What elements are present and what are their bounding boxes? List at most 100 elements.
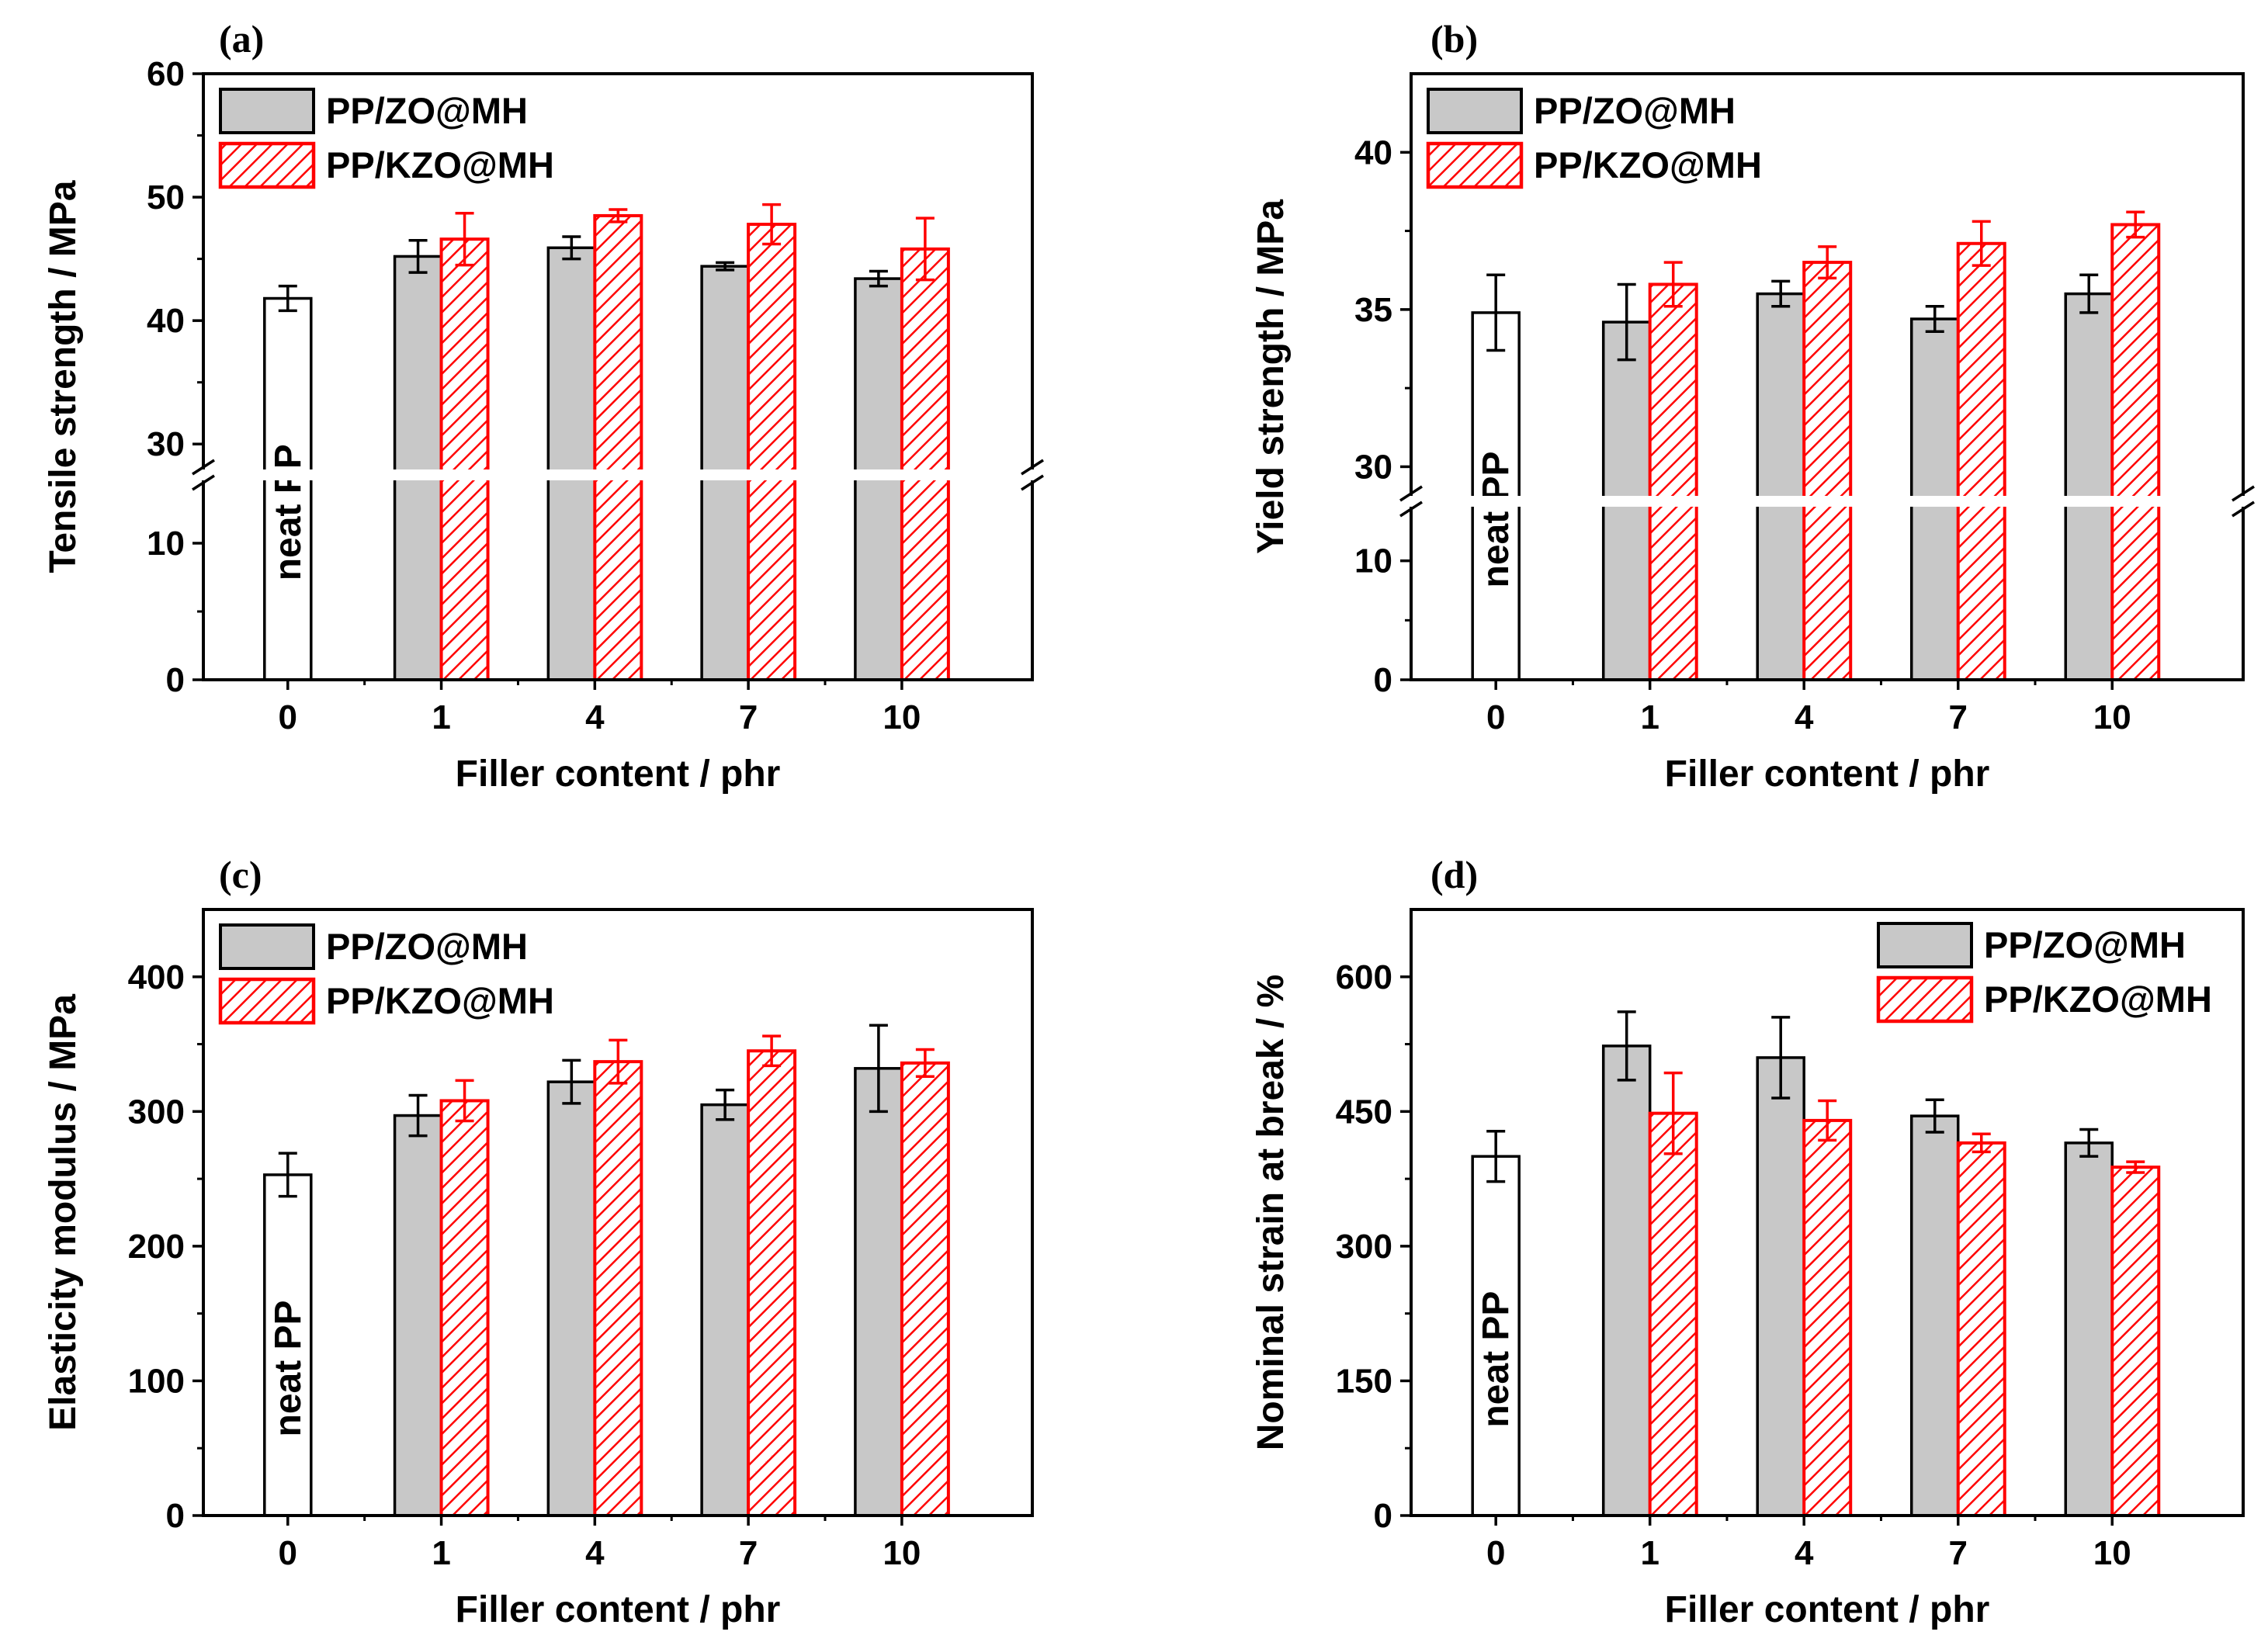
x-axis-title: Filler content / phr	[1665, 753, 1990, 795]
x-tick-label: 7	[739, 698, 758, 736]
x-axis-title: Filler content / phr	[1665, 1589, 1990, 1630]
legend-label-pp-kzo-mh: PP/KZO@MH	[1984, 979, 2212, 1020]
plot-frame	[202, 72, 1034, 681]
bar-neat-pp	[263, 1173, 313, 1517]
legend-swatch-pp-kzo-mh	[218, 141, 316, 189]
panel-label: (c)	[219, 853, 262, 896]
chart-panel-2: neat PP 0 1 4 7 10 0 10 30 35 40 PP/ZO@MH PP/KZO@MH F…	[1250, 17, 2255, 795]
legend-label-pp-kzo-mh: PP/KZO@MH	[1534, 144, 1762, 185]
chart-panel-4: neat PP 0 1 4 7 10 0 150 300 450 600 PP/ZO@MH PP/KZO…	[1250, 853, 2245, 1630]
panel-label: (a)	[219, 17, 264, 61]
legend-swatch-pp-kzo-mh	[218, 977, 316, 1025]
y-tick-label: 300	[1336, 1228, 1392, 1266]
bar-pp-kzo-mh	[439, 1099, 490, 1517]
bar-pp-kzo-mh	[2110, 223, 2161, 681]
y-axis-title: Nominal strain at break / %	[1250, 975, 1292, 1451]
neat-pp-label: neat PP	[268, 1300, 309, 1436]
x-tick-label: 1	[1640, 698, 1659, 736]
neat-pp-label: neat PP	[1476, 451, 1517, 587]
y-tick-label: 10	[1354, 542, 1392, 580]
bar-pp-zo-mh	[393, 255, 443, 681]
legend-label-pp-zo-mh: PP/ZO@MH	[326, 926, 528, 967]
plot-frame	[1410, 908, 2245, 1517]
bar-pp-kzo-mh	[747, 223, 797, 681]
y-tick-label: 300	[128, 1093, 185, 1131]
y-tick-label: 100	[128, 1362, 185, 1400]
y-tick-label: 50	[147, 178, 185, 217]
legend-swatch-pp-zo-mh	[1877, 922, 1973, 968]
y-tick-label: 40	[1354, 133, 1392, 171]
bar-pp-kzo-mh	[900, 247, 950, 681]
x-tick-label: 4	[1795, 698, 1814, 736]
legend-swatch-pp-kzo-mh	[1426, 141, 1524, 189]
chart-panel-3: neat PP0 1 4 7 100100200300400PP/ZO@MHPP/KZO…	[43, 853, 1034, 1630]
x-tick-label: 7	[1948, 1534, 1967, 1572]
legend-label-pp-zo-mh: PP/ZO@MH	[1534, 90, 1736, 131]
y-tick-label: 0	[166, 1497, 185, 1535]
panel-label: (d)	[1431, 853, 1478, 896]
bar-neat-pp	[1471, 1155, 1521, 1517]
bar-pp-kzo-mh	[2110, 1166, 2161, 1517]
y-tick-label: 450	[1336, 1093, 1392, 1131]
y-tick-label: 0	[1374, 661, 1392, 699]
legend-label-pp-kzo-mh: PP/KZO@MH	[326, 980, 554, 1021]
legend-label-pp-kzo-mh: PP/KZO@MH	[326, 144, 554, 185]
legend-swatch-pp-kzo-mh	[1876, 975, 1974, 1024]
bar-pp-zo-mh	[854, 1067, 903, 1517]
x-tick-label: 4	[585, 1534, 605, 1572]
bar-neat-pp	[263, 296, 313, 681]
y-axis-title: Tensile strength / MPa	[43, 180, 84, 573]
legend-label-pp-zo-mh: PP/ZO@MH	[326, 90, 528, 131]
bar-pp-zo-mh	[700, 1103, 750, 1517]
axis-break-mark-right-upper	[1021, 459, 1044, 476]
axis-break-mark-left-lower	[192, 474, 215, 491]
x-tick-label: 0	[279, 1534, 297, 1572]
bar-pp-kzo-mh	[1956, 1141, 2006, 1517]
legend-swatch-pp-zo-mh	[219, 88, 315, 134]
bar-pp-kzo-mh	[1802, 261, 1853, 681]
x-tick-label: 10	[883, 1534, 921, 1572]
y-tick-label: 10	[147, 525, 185, 563]
x-tick-label: 10	[2093, 1534, 2131, 1572]
bar-pp-kzo-mh	[1648, 1111, 1698, 1518]
bar-pp-zo-mh	[393, 1114, 443, 1517]
chart-panel-1: neat PP 0 1 4 7 10 0 10 30 40 50 60 PP/ZO@MH PP/KZO@M…	[43, 17, 1044, 795]
bar-pp-kzo-mh	[593, 1060, 643, 1517]
x-tick-label: 4	[1795, 1534, 1814, 1572]
x-tick-label: 7	[1948, 698, 1967, 736]
bar-pp-kzo-mh	[1648, 282, 1698, 681]
y-tick-label: 400	[128, 958, 185, 996]
x-tick-label: 4	[585, 698, 605, 736]
x-axis-title: Filler content / phr	[456, 1589, 781, 1630]
axis-break-mark-right-lower	[1021, 474, 1044, 491]
x-tick-label: 1	[432, 698, 450, 736]
x-axis-title: Filler content / phr	[456, 753, 781, 795]
y-tick-label: 40	[147, 302, 185, 340]
bar-pp-zo-mh	[546, 246, 597, 681]
bar-pp-kzo-mh	[593, 213, 643, 681]
legend-label-pp-zo-mh: PP/ZO@MH	[1984, 924, 2186, 965]
bar-pp-kzo-mh	[900, 1061, 950, 1518]
y-tick-label: 150	[1336, 1362, 1392, 1400]
x-tick-label: 10	[2093, 698, 2131, 736]
axis-break-gap	[200, 469, 1035, 480]
plot-frame	[1410, 72, 2245, 681]
y-tick-label: 600	[1336, 958, 1392, 996]
bar-pp-kzo-mh	[747, 1049, 797, 1517]
axis-break-mark-left-lower	[1399, 501, 1423, 518]
y-tick-label: 60	[147, 55, 185, 93]
bar-pp-zo-mh	[2064, 1141, 2114, 1517]
axis-break-mark-left-upper	[192, 459, 215, 476]
axis-break-mark-right-upper	[2232, 485, 2255, 502]
x-tick-label: 0	[279, 698, 297, 736]
bar-pp-kzo-mh	[439, 237, 490, 681]
panel-label: (b)	[1431, 17, 1478, 61]
y-tick-label: 30	[1354, 448, 1392, 486]
x-tick-label: 1	[432, 1534, 450, 1572]
y-tick-label: 200	[128, 1228, 185, 1266]
x-tick-label: 0	[1486, 698, 1505, 736]
x-tick-label: 7	[739, 1534, 758, 1572]
x-tick-label: 1	[1640, 1534, 1659, 1572]
y-tick-label: 30	[147, 425, 185, 463]
